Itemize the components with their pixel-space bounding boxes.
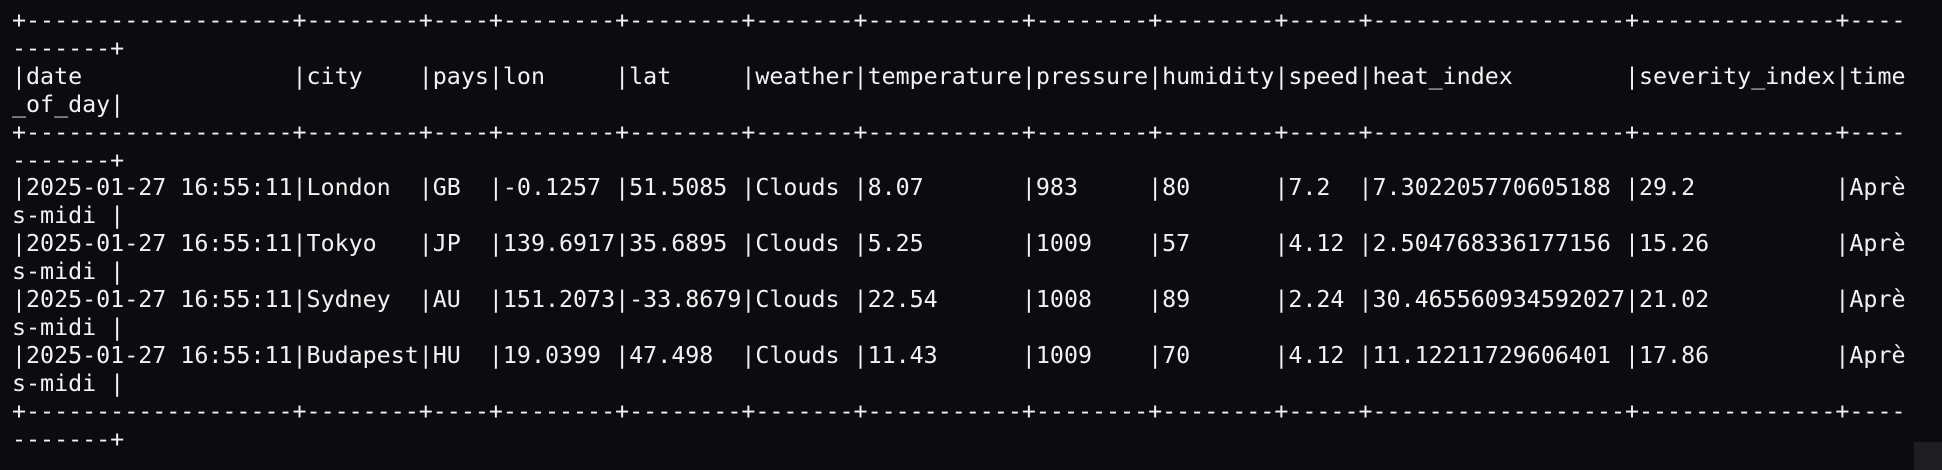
table-border: +-------------------+--------+----+-----… <box>12 397 1906 453</box>
terminal-output: +-------------------+--------+----+-----… <box>12 7 1910 454</box>
table-row: |2025-01-27 16:55:11|Sydney |AU |151.207… <box>12 286 1906 341</box>
table-border: +-------------------+--------+----+-----… <box>12 118 1906 174</box>
table-row: |2025-01-27 16:55:11|Tokyo |JP |139.6917… <box>12 230 1906 286</box>
table-border: +-------------------+--------+----+-----… <box>12 7 1906 62</box>
scroll-corner <box>1914 442 1942 470</box>
table-row: |2025-01-27 16:55:11|Budapest|HU |19.039… <box>12 341 1906 397</box>
table-header: |date |city |pays|lon |lat |weather|temp… <box>12 62 1906 118</box>
table-row: |2025-01-27 16:55:11|London |GB |-0.1257… <box>12 174 1906 230</box>
